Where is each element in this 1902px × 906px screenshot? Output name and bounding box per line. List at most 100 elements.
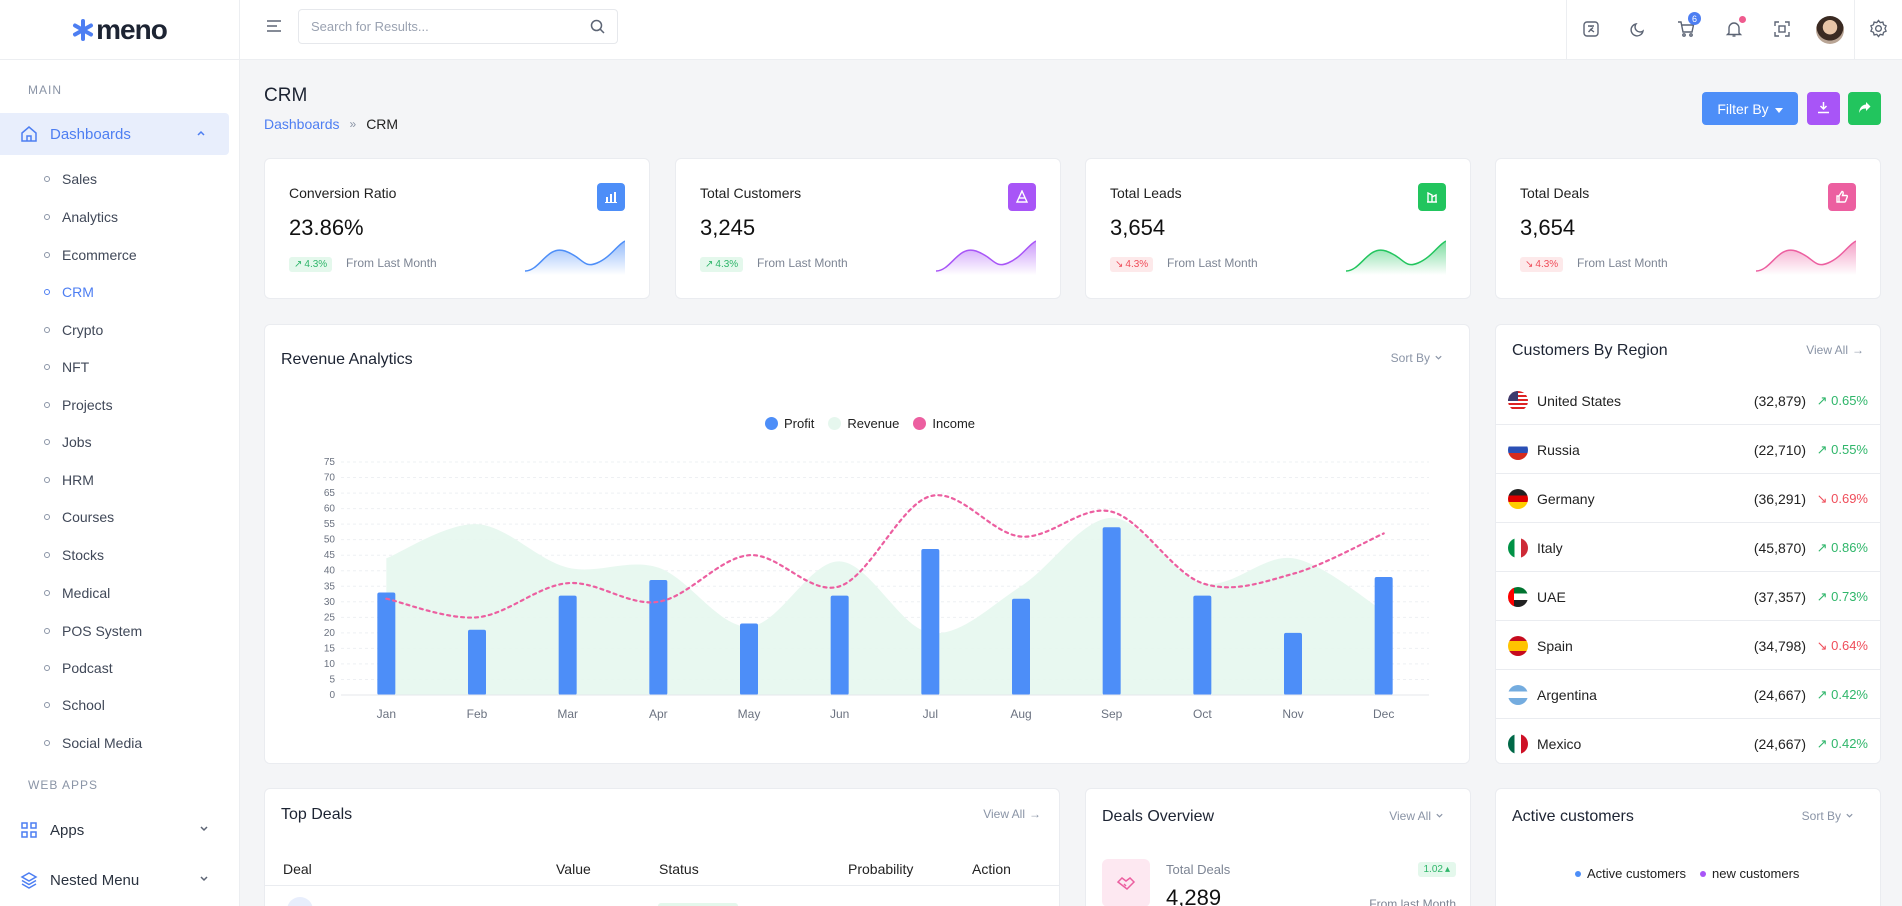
sidebar-subitem[interactable]: Courses (44, 507, 114, 527)
view-all-label: View All (1806, 343, 1848, 357)
moon-icon (1629, 20, 1647, 41)
region-change: ↘ 0.64% (1814, 638, 1868, 654)
trend-up-icon: ↗ (1816, 392, 1832, 408)
caret-down-icon (1774, 101, 1783, 117)
y-tick-label: 5 (329, 674, 335, 685)
download-button[interactable] (1807, 92, 1840, 125)
sidebar-subitem[interactable]: Crypto (44, 320, 103, 340)
caret-up-icon: ▴ (1444, 864, 1450, 875)
sidebar-subitem-label: Sales (62, 171, 98, 187)
logo[interactable]: meno (0, 0, 239, 60)
translate-button[interactable] (1566, 0, 1614, 60)
profit-bar (1284, 632, 1302, 695)
sidebar-item-dashboards[interactable]: Dashboards (0, 113, 229, 155)
y-tick-label: 45 (324, 550, 336, 561)
y-tick-label: 50 (324, 535, 336, 546)
sidebar-subitem[interactable]: Jobs (44, 432, 92, 452)
arrow-right-icon: → (1029, 807, 1041, 821)
view-all-label: View All (1389, 809, 1431, 823)
legend-item[interactable]: Income (913, 416, 975, 431)
sidebar-subitem[interactable]: CRM (44, 282, 94, 302)
bullet-icon (44, 327, 50, 333)
x-tick-label: Mar (557, 707, 578, 721)
sidebar-subitem[interactable]: Podcast (44, 658, 113, 678)
sidebar-subitem[interactable]: NFT (44, 357, 89, 377)
grid-icon (20, 821, 38, 839)
deals-overview-view-all[interactable]: View All (1389, 809, 1444, 823)
sidebar-item-nested-menu[interactable]: Nested Menu (20, 867, 210, 893)
legend-new-customers: new customers (1699, 866, 1799, 881)
sidebar-subitem[interactable]: Medical (44, 583, 110, 603)
profile-button[interactable] (1806, 0, 1854, 60)
filter-by-button[interactable]: Filter By (1702, 92, 1798, 125)
bullet-icon (44, 252, 50, 258)
notifications-button[interactable] (1710, 0, 1758, 60)
stat-change-value: 4.3% (715, 259, 739, 270)
legend-item[interactable]: Revenue (828, 416, 899, 431)
revenue-analytics-title: Revenue Analytics (281, 351, 413, 368)
sidebar-subitem[interactable]: Sales (44, 169, 97, 189)
sidebar-subitem[interactable]: Ecommerce (44, 245, 137, 265)
sidebar-subitem[interactable]: School (44, 695, 105, 715)
sidebar-subitem-label: Podcast (62, 660, 113, 676)
chevron-up-icon (195, 126, 207, 143)
thumbs-up-icon (1828, 183, 1856, 211)
active-customers-card: Active customers Sort By Active customer… (1495, 788, 1881, 906)
breadcrumb-link-dashboards[interactable]: Dashboards (264, 116, 340, 132)
bullet-icon (44, 289, 50, 295)
region-name: Russia (1537, 441, 1580, 458)
legend-item[interactable]: Profit (765, 416, 814, 431)
settings-button[interactable] (1854, 0, 1902, 60)
sidebar-subitem[interactable]: Social Media (44, 733, 142, 753)
sidebar-subitem[interactable]: HRM (44, 470, 94, 490)
bullet-icon (44, 477, 50, 483)
sidebar-subitem-label: Courses (62, 509, 115, 525)
sidebar-item-apps[interactable]: Apps (20, 817, 210, 843)
y-tick-label: 0 (329, 690, 335, 701)
sidebar-subitem[interactable]: POS System (44, 621, 142, 641)
region-row: Spain (34,798) ↘ 0.64% (1496, 622, 1880, 670)
active-customers-title: Active customers (1512, 808, 1634, 825)
search-input[interactable] (298, 9, 618, 44)
share-button[interactable] (1848, 92, 1881, 125)
trend-up-icon: ↗ (1816, 735, 1832, 751)
flag-icon (1508, 390, 1528, 411)
arrow-right-icon: → (1852, 343, 1864, 357)
building-icon (1418, 183, 1446, 211)
region-change-value: 0.69% (1831, 490, 1868, 506)
region-change: ↘ 0.69% (1814, 491, 1868, 507)
bullet-icon (44, 702, 50, 708)
bar-chart-icon (597, 183, 625, 211)
trend-down-icon: ↘ (1816, 490, 1832, 506)
profit-bar (1193, 595, 1212, 695)
top-deals-view-all-link[interactable]: View All → (983, 807, 1041, 821)
column-header-deal: Deal (283, 861, 312, 877)
x-tick-label: Aug (1010, 707, 1031, 721)
theme-toggle-button[interactable] (1614, 0, 1662, 60)
sidebar-subitem[interactable]: Stocks (44, 545, 104, 565)
chart-legend: Profit Revenue Income (765, 416, 975, 431)
trend-up-icon: ↗ (1816, 441, 1832, 457)
x-tick-label: Jun (830, 707, 849, 721)
sidebar-subitem[interactable]: Projects (44, 395, 113, 415)
sidebar-subitem[interactable]: Analytics (44, 207, 118, 227)
stat-from-label: From Last Month (346, 256, 437, 270)
bullet-icon (44, 439, 50, 445)
customers-by-region-card: Customers By Region View All → United Sta… (1495, 324, 1881, 764)
trend-down-icon: ↘ (1115, 259, 1124, 270)
y-tick-label: 10 (324, 659, 336, 670)
stat-card: Total Leads 3,654 ↘ 4.3% From Last Month (1085, 158, 1471, 299)
top-header: 6 (240, 0, 1902, 60)
regions-view-all-link[interactable]: View All → (1806, 343, 1864, 357)
bullet-icon (44, 514, 50, 520)
menu-toggle-icon[interactable] (266, 19, 282, 36)
search-icon[interactable] (590, 19, 605, 37)
stat-change-badge: ↗ 4.3% (700, 257, 744, 272)
fullscreen-button[interactable] (1758, 0, 1806, 60)
region-count: (45,870) (1753, 539, 1806, 556)
sort-by-dropdown[interactable]: Sort By (1391, 351, 1443, 365)
section-main-label: MAIN (28, 83, 62, 97)
cart-button[interactable]: 6 (1662, 0, 1710, 60)
active-customers-sort-by[interactable]: Sort By (1802, 809, 1854, 823)
sidebar-subitem-label: Stocks (62, 547, 105, 563)
